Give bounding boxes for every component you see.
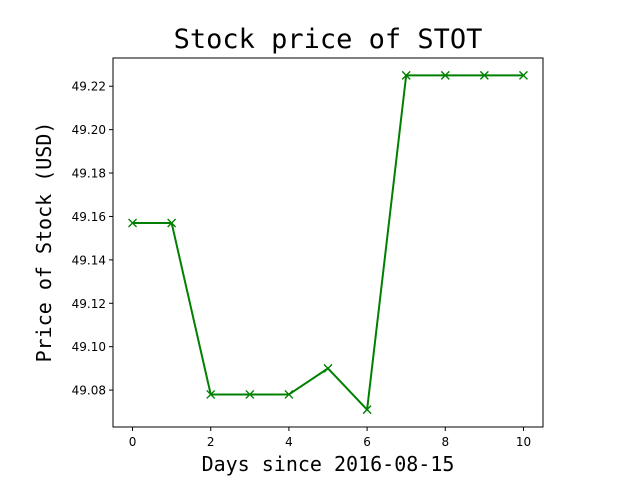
y-tick-label: 49.10 bbox=[72, 340, 106, 354]
x-tick-label: 10 bbox=[516, 435, 531, 449]
series-layer bbox=[128, 70, 528, 415]
data-point-marker bbox=[479, 70, 489, 80]
data-point-marker bbox=[440, 70, 450, 80]
x-tick-label: 8 bbox=[441, 435, 449, 449]
data-point-marker bbox=[518, 70, 528, 80]
x-tick-label: 4 bbox=[285, 435, 293, 449]
data-point-marker bbox=[284, 389, 294, 399]
data-point-marker bbox=[128, 218, 138, 228]
data-point-marker bbox=[206, 389, 216, 399]
x-tick-label: 0 bbox=[129, 435, 137, 449]
chart-title: Stock price of STOT bbox=[174, 24, 483, 55]
data-point-marker bbox=[245, 389, 255, 399]
plot-area bbox=[112, 57, 544, 428]
data-point-marker bbox=[401, 70, 411, 80]
y-tick-label: 49.20 bbox=[72, 123, 106, 137]
x-tick-label: 6 bbox=[363, 435, 371, 449]
y-tick-label: 49.12 bbox=[72, 297, 106, 311]
x-axis-ticks: 0 2 4 6 8 10 bbox=[129, 427, 531, 449]
y-tick-label: 49.08 bbox=[72, 384, 106, 398]
data-point-marker bbox=[362, 405, 372, 415]
y-tick-label: 49.14 bbox=[72, 253, 106, 267]
x-axis-label: Days since 2016-08-15 bbox=[202, 452, 455, 476]
y-axis-label: Price of Stock (USD) bbox=[32, 122, 56, 363]
x-tick-label: 2 bbox=[207, 435, 215, 449]
y-tick-label: 49.16 bbox=[72, 210, 106, 224]
y-axis-ticks: 49.08 49.10 49.12 49.14 49.16 49.18 49.20 49.22 bbox=[72, 80, 113, 398]
data-point-marker bbox=[323, 363, 333, 373]
data-point-marker bbox=[167, 218, 177, 228]
y-tick-label: 49.18 bbox=[72, 167, 106, 181]
y-tick-label: 49.22 bbox=[72, 80, 106, 94]
